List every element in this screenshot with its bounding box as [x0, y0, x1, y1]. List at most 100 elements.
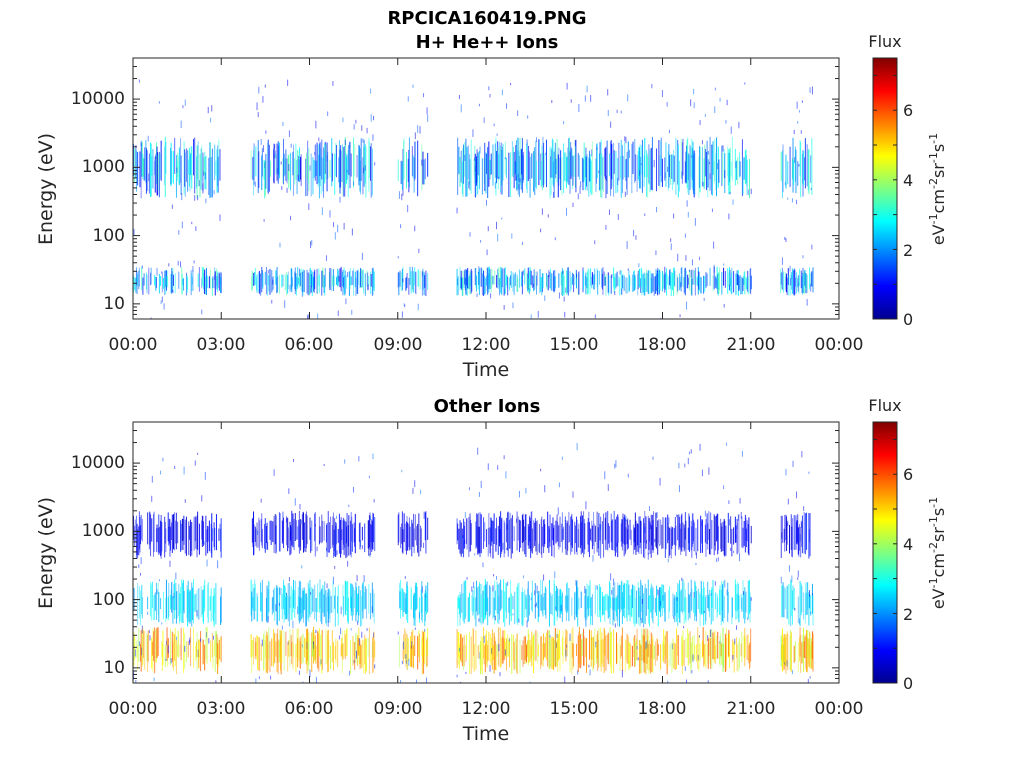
- spectrogram-cell: [543, 142, 545, 188]
- spectrogram-cell: [154, 275, 156, 286]
- spectrogram-cell: [623, 582, 625, 608]
- spectrogram-speckle: [798, 618, 800, 625]
- spectrogram-cell: [525, 594, 527, 610]
- spectrogram-cell: [190, 519, 192, 557]
- spectrogram-cell: [400, 160, 402, 185]
- spectrogram-cell: [698, 146, 700, 188]
- spectrogram-cell: [351, 516, 353, 542]
- spectrogram-speckle: [570, 99, 572, 103]
- spectrogram-cell: [476, 513, 477, 547]
- spectrogram-cell: [561, 272, 563, 295]
- spectrogram-cell: [411, 630, 413, 656]
- spectrogram-cell: [350, 267, 352, 286]
- spectrogram-cell: [473, 159, 475, 176]
- spectrogram-cell: [807, 643, 809, 664]
- spectrogram-cell: [327, 592, 329, 613]
- spectrogram-cell: [410, 636, 412, 667]
- spectrogram-cell: [271, 521, 273, 543]
- spectrogram-cell: [346, 512, 348, 557]
- spectrogram-cell: [458, 594, 460, 610]
- spectrogram-cell: [353, 268, 355, 296]
- spectrogram-cell: [648, 144, 650, 184]
- spectrogram-cell: [679, 277, 681, 291]
- spectrogram-cell: [361, 526, 363, 541]
- spectrogram-cell: [273, 589, 275, 613]
- spectrogram-cell: [373, 267, 375, 288]
- spectrogram-cell: [293, 144, 295, 196]
- spectrogram-cell: [285, 515, 287, 546]
- spectrogram-speckle: [342, 117, 344, 123]
- spectrogram-cell: [636, 638, 638, 661]
- spectrogram-cell: [303, 522, 305, 548]
- spectrogram-speckle: [337, 310, 339, 316]
- spectrogram-speckle: [708, 161, 710, 165]
- spectrogram-cell: [174, 137, 176, 174]
- spectrogram-cell: [660, 140, 662, 176]
- spectrogram-cell: [611, 520, 613, 550]
- spectrogram-speckle: [498, 176, 500, 180]
- spectrogram-cell: [730, 272, 732, 294]
- spectrogram-cell: [574, 592, 576, 620]
- spectrogram-cell: [497, 584, 499, 614]
- spectrogram-speckle: [478, 618, 480, 622]
- spectrogram-speckle: [543, 574, 545, 581]
- spectrogram-speckle: [202, 183, 204, 191]
- spectrogram-cell: [515, 638, 517, 669]
- spectrogram-cell: [552, 139, 554, 185]
- spectrogram-cell: [668, 590, 670, 619]
- spectrogram-cell: [600, 139, 602, 176]
- spectrogram-speckle: [684, 233, 686, 238]
- spectrogram-cell: [487, 273, 489, 290]
- spectrogram-cell: [677, 514, 679, 541]
- spectrogram-cell: [283, 517, 285, 549]
- spectrogram-cell: [528, 526, 530, 549]
- spectrogram-speckle: [536, 602, 538, 607]
- spectrogram-cell: [139, 151, 141, 188]
- spectrogram-speckle: [717, 557, 719, 562]
- spectrogram-cell: [343, 267, 345, 293]
- spectrogram-cell: [731, 528, 733, 557]
- spectrogram-cell: [153, 631, 154, 662]
- spectrogram-cell: [185, 272, 187, 296]
- panel2-xtick-2: 06:00: [285, 699, 334, 719]
- spectrogram-cell: [573, 643, 575, 667]
- spectrogram-cell: [260, 582, 262, 612]
- spectrogram-speckle: [697, 654, 699, 661]
- spectrogram-cell: [310, 270, 312, 292]
- spectrogram-cell: [510, 275, 512, 286]
- spectrogram-speckle: [344, 459, 346, 464]
- spectrogram-cell: [323, 594, 325, 617]
- spectrogram-cell: [717, 273, 719, 296]
- spectrogram-cell: [321, 520, 323, 543]
- spectrogram-cell: [807, 149, 809, 191]
- spectrogram-cell: [527, 588, 529, 623]
- spectrogram-cell: [581, 522, 583, 546]
- spectrogram-cell: [553, 579, 555, 626]
- spectrogram-cell: [307, 639, 309, 671]
- spectrogram-cell: [403, 513, 405, 543]
- spectrogram-cell: [341, 529, 343, 541]
- spectrogram-cell: [638, 516, 640, 554]
- spectrogram-cell: [559, 645, 561, 671]
- spectrogram-speckle: [566, 82, 568, 90]
- spectrogram-cell: [554, 142, 556, 179]
- spectrogram-speckle: [217, 560, 219, 569]
- spectrogram-cell: [353, 586, 355, 616]
- spectrogram-cell: [616, 597, 618, 617]
- spectrogram-cell: [342, 519, 344, 550]
- spectrogram-cell: [733, 640, 735, 673]
- spectrogram-cell: [212, 596, 214, 620]
- spectrogram-cell: [357, 593, 359, 623]
- spectrogram-cell: [694, 580, 696, 622]
- spectrogram-cell: [327, 511, 329, 552]
- spectrogram-speckle: [206, 559, 208, 567]
- spectrogram-cell: [210, 588, 212, 622]
- spectrogram-cell: [720, 632, 722, 659]
- spectrogram-speckle: [315, 676, 317, 683]
- spectrogram-cell: [210, 523, 212, 554]
- spectrogram-cell: [318, 274, 320, 293]
- spectrogram-speckle: [791, 575, 793, 583]
- spectrogram-cell: [708, 529, 710, 555]
- spectrogram-cell: [267, 139, 269, 194]
- spectrogram-speckle: [714, 581, 716, 586]
